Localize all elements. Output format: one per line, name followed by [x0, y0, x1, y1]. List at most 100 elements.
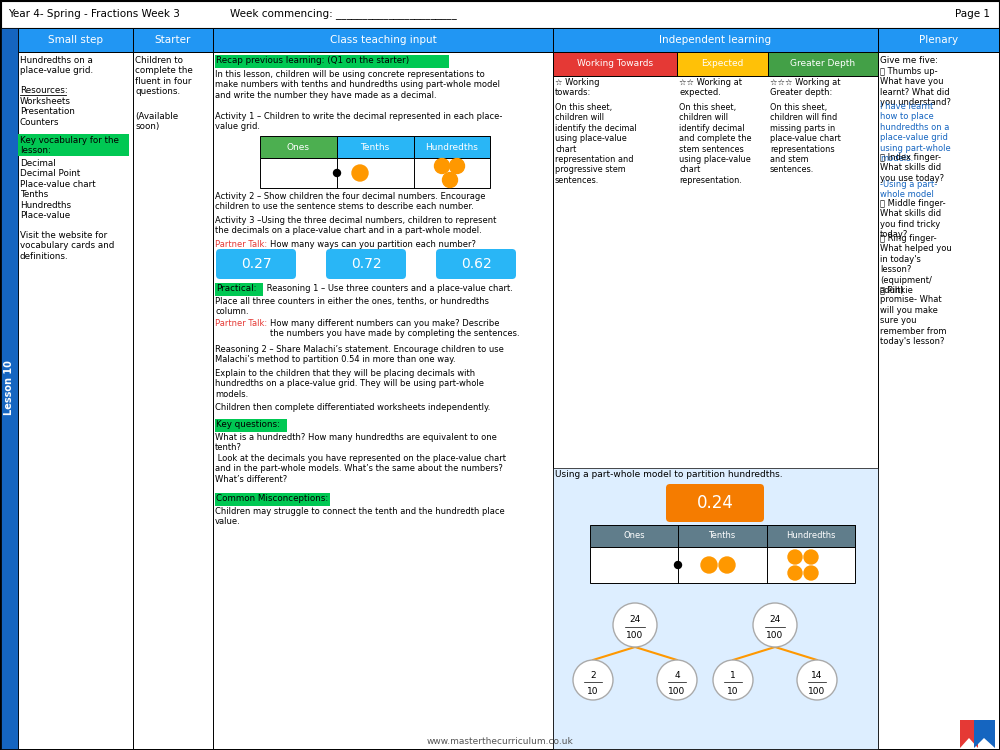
Bar: [590, 547, 855, 583]
Text: Activity 3 –Using the three decimal numbers, children to represent
the decimals : Activity 3 –Using the three decimal numb…: [215, 216, 496, 236]
Bar: [677, 52, 768, 76]
Circle shape: [804, 566, 818, 580]
Circle shape: [657, 660, 697, 700]
Text: Activity 2 – Show children the four decimal numbers. Encourage
children to use t: Activity 2 – Show children the four deci…: [215, 192, 486, 211]
Text: On this sheet,
children will
identify the decimal
using place-value
chart
repres: On this sheet, children will identify th…: [555, 103, 637, 184]
Circle shape: [442, 172, 458, 188]
FancyBboxPatch shape: [436, 249, 516, 279]
FancyBboxPatch shape: [666, 484, 764, 522]
Text: Place all three counters in either the ones, tenths, or hundredths
column.: Place all three counters in either the o…: [215, 297, 489, 316]
Bar: [767, 525, 855, 547]
Text: 4: 4: [674, 670, 680, 680]
Text: Small step: Small step: [48, 35, 103, 45]
Text: In this lesson, children will be using concrete representations to
make numbers : In this lesson, children will be using c…: [215, 70, 500, 100]
Text: Explain to the children that they will be placing decimals with
hundredths on a : Explain to the children that they will b…: [215, 369, 484, 399]
Text: Ones: Ones: [623, 532, 645, 541]
Bar: [553, 28, 878, 52]
Circle shape: [573, 660, 613, 700]
Text: 24: 24: [769, 616, 781, 625]
Bar: [414, 136, 490, 158]
Polygon shape: [960, 720, 978, 748]
Text: 10: 10: [727, 686, 739, 695]
Text: ☆ Working
towards:: ☆ Working towards:: [555, 78, 600, 98]
Text: Reasoning 2 – Share Malachi’s statement. Encourage children to use
Malachi’s met: Reasoning 2 – Share Malachi’s statement.…: [215, 345, 504, 364]
Bar: [215, 55, 449, 68]
Bar: [18, 28, 133, 52]
Text: Ones: Ones: [287, 142, 310, 152]
Text: Tenths: Tenths: [708, 532, 736, 541]
Bar: [553, 52, 878, 749]
Text: 🤚 Ring finger-
What helped you
in today's
lesson?
(equipment/
adult): 🤚 Ring finger- What helped you in today'…: [880, 234, 952, 295]
Text: Children to
complete the
fluent in four
questions.: Children to complete the fluent in four …: [135, 56, 193, 96]
Text: 14: 14: [811, 670, 823, 680]
Text: 🤚 Pinkie
promise- What
will you make
sure you
remember from
today's lesson?: 🤚 Pinkie promise- What will you make sur…: [880, 285, 946, 346]
Text: Starter: Starter: [155, 35, 191, 45]
Circle shape: [788, 550, 802, 564]
Text: 100: 100: [626, 631, 644, 640]
Bar: [1, 28, 18, 749]
Text: Greater Depth: Greater Depth: [790, 59, 856, 68]
Circle shape: [674, 562, 682, 568]
Bar: [553, 52, 677, 76]
Text: Practical:: Practical:: [216, 284, 256, 293]
Circle shape: [753, 603, 797, 647]
Text: Tenths: Tenths: [360, 142, 390, 152]
Text: On this sheet,
children will find
missing parts in
place-value chart
representat: On this sheet, children will find missin…: [770, 103, 841, 175]
Text: 100: 100: [668, 686, 686, 695]
Circle shape: [788, 566, 802, 580]
Text: 0.27: 0.27: [241, 257, 271, 271]
Text: Recap previous learning: (Q1 on the starter): Recap previous learning: (Q1 on the star…: [216, 56, 409, 65]
Bar: [133, 52, 213, 749]
Text: Activity 1 – Children to write the decimal represented in each place-
value grid: Activity 1 – Children to write the decim…: [215, 112, 502, 131]
Text: Common Misconceptions:: Common Misconceptions:: [216, 494, 328, 503]
Text: Independent learning: Independent learning: [659, 35, 772, 45]
Circle shape: [334, 170, 340, 176]
Bar: [590, 525, 855, 547]
Text: 1: 1: [730, 670, 736, 680]
Text: Key questions:: Key questions:: [216, 420, 280, 429]
Text: Children then complete differentiated worksheets independently.: Children then complete differentiated wo…: [215, 403, 490, 412]
Text: -Using a part-
whole model: -Using a part- whole model: [880, 180, 937, 200]
Text: Worksheets
Presentation
Counters: Worksheets Presentation Counters: [20, 97, 75, 127]
Bar: [878, 28, 999, 52]
Text: Give me five:: Give me five:: [880, 56, 938, 65]
Bar: [215, 493, 330, 506]
Text: 0.72: 0.72: [351, 257, 381, 271]
Circle shape: [434, 158, 450, 173]
Text: ☆☆ Working at
expected.: ☆☆ Working at expected.: [679, 78, 742, 98]
Circle shape: [797, 660, 837, 700]
Text: 100: 100: [766, 631, 784, 640]
Bar: [768, 52, 878, 76]
Text: 🤚 Index finger-
What skills did
you use today?: 🤚 Index finger- What skills did you use …: [880, 153, 944, 183]
Text: Hundredths: Hundredths: [786, 532, 836, 541]
Bar: [260, 136, 490, 158]
Text: Week commencing: _______________________: Week commencing: _______________________: [230, 8, 457, 20]
Text: Visit the website for
vocabulary cards and
definitions.: Visit the website for vocabulary cards a…: [20, 231, 114, 261]
Text: 🤚 Thumbs up-
What have you
learnt? What did
you understand?: 🤚 Thumbs up- What have you learnt? What …: [880, 67, 951, 107]
Text: Reasoning 1 – Use three counters and a place-value chart.: Reasoning 1 – Use three counters and a p…: [264, 284, 513, 293]
Bar: [215, 283, 263, 296]
Text: 🤚 Middle finger-
What skills did
you find tricky
today?: 🤚 Middle finger- What skills did you fin…: [880, 199, 946, 239]
Bar: [553, 468, 878, 749]
Bar: [18, 134, 129, 156]
Text: Page 1: Page 1: [955, 9, 990, 19]
Text: Expected: Expected: [701, 59, 744, 68]
Text: Class teaching input: Class teaching input: [330, 35, 436, 45]
Bar: [213, 52, 553, 749]
Circle shape: [352, 165, 368, 181]
Text: Plenary: Plenary: [919, 35, 958, 45]
Text: How many different numbers can you make? Describe
the numbers you have made by c: How many different numbers can you make?…: [270, 319, 520, 338]
Text: 10: 10: [587, 686, 599, 695]
FancyBboxPatch shape: [216, 249, 296, 279]
Bar: [215, 419, 287, 432]
Text: I have learnt
how to place
hundredths on a
place-value grid
using part-whole
mod: I have learnt how to place hundredths on…: [880, 102, 951, 163]
Text: What is a hundredth? How many hundredths are equivalent to one
tenth?
 Look at t: What is a hundredth? How many hundredths…: [215, 433, 506, 484]
Circle shape: [701, 557, 717, 573]
Circle shape: [719, 557, 735, 573]
Circle shape: [450, 158, 464, 173]
Text: Year 4- Spring - Fractions Week 3: Year 4- Spring - Fractions Week 3: [8, 9, 180, 19]
Text: www.masterthecurriculum.co.uk: www.masterthecurriculum.co.uk: [427, 737, 573, 746]
Circle shape: [804, 550, 818, 564]
Bar: [337, 136, 414, 158]
Bar: [878, 52, 999, 749]
